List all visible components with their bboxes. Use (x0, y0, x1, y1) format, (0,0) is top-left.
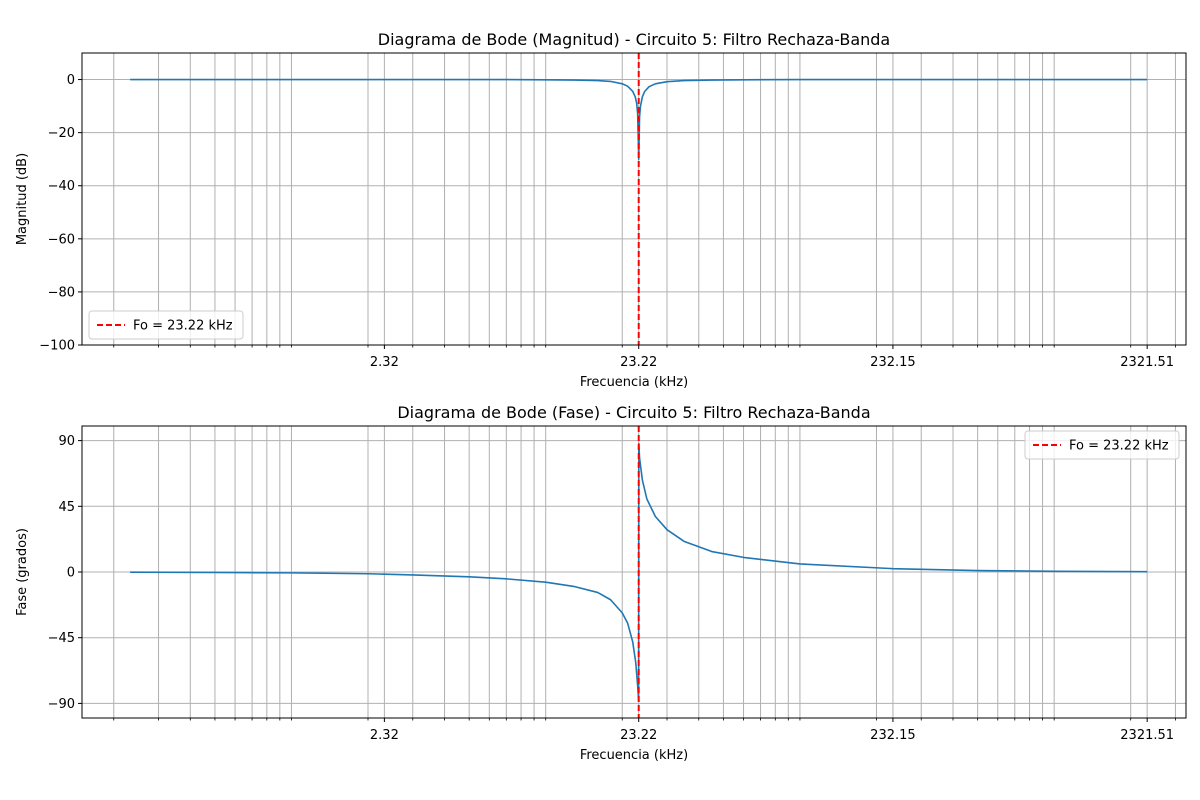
phase-legend-label: Fo = 23.22 kHz (1069, 439, 1169, 454)
phase-y-axis-label: Fase (grados) (15, 528, 30, 616)
magnitude-series (130, 78, 1148, 160)
phase-chart: 2.32 23.22 232.15 2321.51 90 45 0 −45 −90 Diagra… (15, 403, 1187, 763)
x-tick-label: 2321.51 (1120, 728, 1174, 743)
y-tick-label: −40 (48, 179, 75, 194)
magnitude-plot-frame (81, 52, 1187, 346)
magnitude-series-line (130, 78, 1148, 160)
x-tick-label: 2321.51 (1120, 355, 1174, 370)
magnitude-legend: Fo = 23.22 kHz (88, 310, 244, 340)
y-tick-label: −20 (48, 126, 75, 141)
phase-legend: Fo = 23.22 kHz (1024, 430, 1180, 460)
magnitude-ticks: 2.32 23.22 232.15 2321.51 0 −20 −40 −60 −80 −100 (39, 73, 1176, 370)
phase-series (130, 442, 1148, 702)
magnitude-grid (82, 53, 1186, 346)
y-tick-label: 45 (58, 500, 75, 515)
magnitude-y-axis-label: Magnitud (dB) (15, 153, 30, 245)
phase-grid (82, 426, 1186, 718)
y-tick-label: −80 (48, 285, 75, 300)
y-tick-label: 0 (67, 73, 75, 88)
phase-x-axis-label: Frecuencia (kHz) (580, 748, 688, 763)
x-tick-label: 232.15 (870, 728, 916, 743)
magnitude-x-axis-label: Frecuencia (kHz) (580, 375, 688, 390)
phase-ticks: 2.32 23.22 232.15 2321.51 90 45 0 −45 −90 (48, 434, 1176, 743)
magnitude-legend-label: Fo = 23.22 kHz (133, 319, 233, 334)
magnitude-chart-title: Diagrama de Bode (Magnitud) - Circuito 5… (378, 30, 890, 49)
phase-legend-box (1024, 430, 1180, 460)
y-tick-label: −60 (48, 232, 75, 247)
y-tick-label: −45 (48, 631, 75, 646)
x-tick-label: 232.15 (870, 355, 916, 370)
phase-chart-title: Diagrama de Bode (Fase) - Circuito 5: Fi… (397, 403, 870, 422)
magnitude-legend-box (88, 310, 244, 340)
y-tick-label: 90 (58, 434, 75, 449)
x-tick-label: 23.22 (620, 728, 657, 743)
phase-series-line (130, 442, 1148, 702)
x-tick-label: 2.32 (370, 728, 399, 743)
y-tick-label: −90 (48, 697, 75, 712)
x-tick-label: 23.22 (620, 355, 657, 370)
x-tick-label: 2.32 (370, 355, 399, 370)
magnitude-chart: 2.32 23.22 232.15 2321.510−20−40−60−80−100 … (15, 30, 1187, 390)
y-tick-label: −100 (39, 339, 75, 354)
y-tick-label: 0 (67, 566, 75, 581)
